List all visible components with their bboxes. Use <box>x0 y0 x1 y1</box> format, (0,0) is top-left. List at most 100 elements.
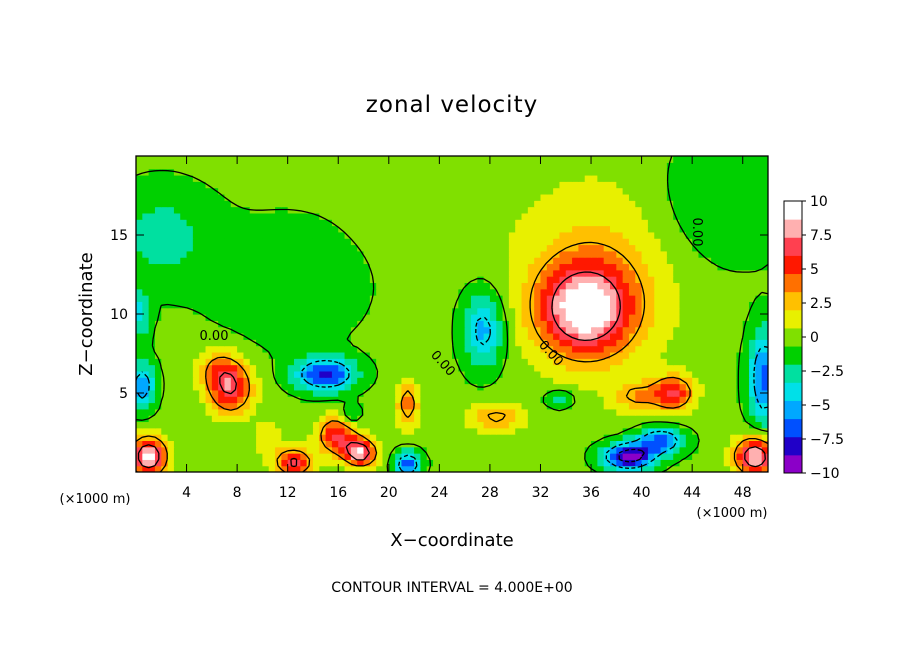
heatmap-cell <box>559 358 567 366</box>
heatmap-cell <box>489 453 497 460</box>
heatmap-cell <box>224 345 232 353</box>
heatmap-cell <box>597 295 605 302</box>
heatmap-cell <box>312 231 320 239</box>
heatmap-cell <box>249 212 257 220</box>
heatmap-cell <box>262 263 270 271</box>
heatmap-cell <box>489 408 497 416</box>
heatmap-cell <box>243 339 251 347</box>
heatmap-cell <box>192 288 200 296</box>
heatmap-cell <box>281 421 289 429</box>
heatmap-cell <box>730 193 737 201</box>
heatmap-cell <box>230 174 238 182</box>
heatmap-cell <box>142 377 150 385</box>
heatmap-cell <box>382 174 390 182</box>
heatmap-cell <box>249 434 257 441</box>
heatmap-cell <box>300 168 308 176</box>
heatmap-cell <box>654 314 662 321</box>
heatmap-cell <box>742 351 750 359</box>
heatmap-cell <box>148 364 156 372</box>
heatmap-cell <box>401 307 409 315</box>
heatmap-cell <box>445 358 453 366</box>
heatmap-cell <box>647 257 655 265</box>
heatmap-cell <box>439 250 447 258</box>
heatmap-cell <box>546 206 554 214</box>
heatmap-cell <box>312 156 320 163</box>
heatmap-cell <box>218 389 226 397</box>
heatmap-cell <box>755 244 763 252</box>
heatmap-cell <box>243 269 251 277</box>
heatmap-cell <box>527 408 535 416</box>
heatmap-cell <box>224 257 232 265</box>
heatmap-cell <box>218 250 226 258</box>
heatmap-cell <box>527 358 535 366</box>
heatmap-cell <box>142 389 150 397</box>
heatmap-cell <box>439 358 447 366</box>
heatmap-cell <box>420 307 428 315</box>
heatmap-cell <box>420 389 428 397</box>
heatmap-cell <box>338 332 346 340</box>
heatmap-cell <box>224 206 232 214</box>
heatmap-cell <box>426 326 434 334</box>
heatmap-cell <box>357 219 365 227</box>
heatmap-cell <box>350 351 358 359</box>
heatmap-cell <box>211 465 219 472</box>
heatmap-cell <box>331 339 339 347</box>
heatmap-cell <box>508 358 516 366</box>
heatmap-cell <box>445 276 453 283</box>
heatmap-cell <box>350 288 358 296</box>
heatmap-cell <box>628 301 636 309</box>
heatmap-cell <box>439 427 447 435</box>
heatmap-cell <box>742 212 750 220</box>
heatmap-cell <box>312 320 320 328</box>
heatmap-cell <box>591 295 598 302</box>
heatmap-cell <box>591 168 598 176</box>
heatmap-cell <box>237 459 245 467</box>
heatmap-cell <box>635 314 643 321</box>
heatmap-cell <box>755 263 763 271</box>
heatmap-cell <box>445 174 453 182</box>
heatmap-cell <box>382 320 390 328</box>
heatmap-cell <box>559 370 567 378</box>
heatmap-cell <box>275 465 282 472</box>
heatmap-cell <box>711 193 719 201</box>
heatmap-cell <box>761 257 768 265</box>
heatmap-cell <box>660 162 668 170</box>
heatmap-cell <box>312 206 320 214</box>
heatmap-cell <box>679 415 687 423</box>
heatmap-cell <box>515 314 523 321</box>
heatmap-cell <box>546 162 554 170</box>
heatmap-cell <box>749 408 756 416</box>
heatmap-cell <box>319 295 327 302</box>
heatmap-cell <box>173 219 181 227</box>
heatmap-cell <box>717 351 725 359</box>
heatmap-cell <box>287 174 295 182</box>
heatmap-cell <box>363 465 371 472</box>
heatmap-cell <box>287 257 295 265</box>
heatmap-cell <box>452 295 459 302</box>
heatmap-cell <box>300 465 308 472</box>
heatmap-cell <box>647 377 655 385</box>
heatmap-cell <box>572 396 579 404</box>
heatmap-cell <box>344 377 352 385</box>
heatmap-cell <box>546 225 554 233</box>
heatmap-cell <box>458 364 466 372</box>
heatmap-cell <box>281 459 289 467</box>
heatmap-cell <box>704 402 712 410</box>
heatmap-cell <box>161 339 169 347</box>
heatmap-cell <box>312 370 320 378</box>
heatmap-cell <box>616 168 624 176</box>
heatmap-cell <box>192 193 200 201</box>
heatmap-cell <box>470 295 478 302</box>
heatmap-cell <box>749 339 756 347</box>
heatmap-cell <box>603 446 611 454</box>
heatmap-cell <box>749 396 756 404</box>
heatmap-cell <box>312 389 320 397</box>
heatmap-cell <box>470 263 478 271</box>
heatmap-cell <box>515 219 523 227</box>
heatmap-cell <box>628 307 636 315</box>
heatmap-cell <box>483 288 491 296</box>
heatmap-cell <box>610 453 617 460</box>
heatmap-cell <box>357 193 365 201</box>
heatmap-cell <box>414 181 421 189</box>
heatmap-cell <box>521 446 529 454</box>
